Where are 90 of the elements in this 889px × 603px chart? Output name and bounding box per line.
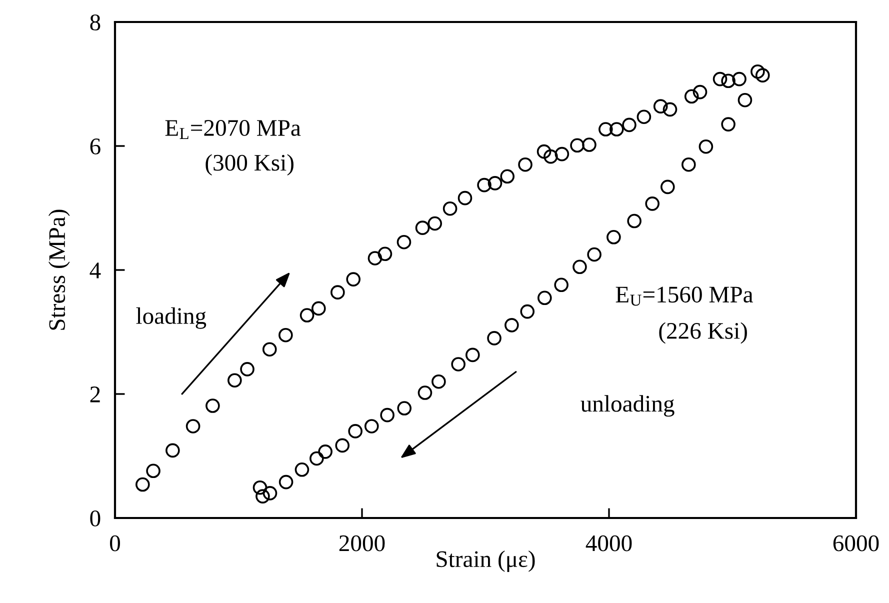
point [330, 285, 345, 300]
point [146, 464, 160, 478]
point [278, 328, 293, 342]
y-tick-label: 0 [90, 510, 100, 526]
point [488, 176, 502, 190]
point [692, 84, 708, 100]
point [554, 278, 568, 292]
point [538, 290, 552, 306]
point [262, 486, 278, 500]
point [698, 139, 714, 154]
point [598, 122, 613, 136]
point [662, 102, 678, 117]
point [136, 477, 150, 492]
point [610, 122, 624, 136]
point [587, 247, 602, 262]
y-tick-label: 2 [90, 386, 100, 402]
point [572, 260, 587, 274]
point [570, 138, 584, 153]
y-axis-title: Stress (MPa) [48, 210, 70, 330]
point [278, 474, 294, 490]
point [682, 157, 696, 172]
point [477, 178, 492, 192]
point [536, 144, 552, 159]
point [518, 157, 532, 172]
point [504, 318, 519, 332]
point [442, 201, 458, 216]
point [256, 489, 270, 504]
y-tick-label: 4 [90, 262, 101, 278]
point [544, 149, 558, 164]
x-tick-label: 0 [110, 535, 120, 552]
point [364, 419, 379, 434]
point [721, 74, 736, 88]
point [240, 362, 254, 376]
x-axis-title: Strain (με) [436, 550, 535, 572]
point [554, 146, 570, 162]
point [738, 92, 752, 108]
point [755, 68, 770, 82]
point [348, 424, 362, 438]
point [418, 386, 432, 400]
point [582, 138, 596, 152]
point [335, 438, 350, 453]
point [636, 110, 652, 124]
point [380, 408, 394, 422]
point [622, 118, 636, 132]
point [252, 480, 268, 495]
point [500, 169, 515, 184]
annotation: (300 Ksi) [206, 154, 294, 176]
point [660, 180, 675, 194]
point [311, 301, 326, 316]
annotation: E$_{U}$=1560 MPa [616, 286, 753, 306]
point [451, 357, 466, 372]
point [346, 272, 361, 286]
point [294, 462, 310, 477]
point [166, 443, 180, 458]
annotation: E$_{L}$=2070 MPa [165, 120, 301, 139]
x-tick-label: 2000 [339, 535, 385, 552]
point [415, 220, 430, 235]
point [318, 444, 332, 459]
point [432, 374, 446, 389]
y-tick-label: 6 [90, 138, 100, 154]
point [228, 373, 242, 388]
point [712, 72, 728, 86]
x-tick-label: 6000 [833, 535, 879, 552]
point [520, 304, 535, 319]
point [428, 216, 442, 231]
x-tick-label: 4000 [586, 535, 632, 552]
point [186, 419, 200, 434]
point [206, 398, 220, 413]
point [466, 348, 480, 362]
y-tick-label: 8 [90, 14, 100, 30]
point [606, 230, 621, 244]
point [397, 401, 412, 416]
point [721, 117, 736, 132]
point [262, 342, 277, 357]
point [378, 246, 392, 262]
annotation: (226 Ksi) [659, 322, 747, 344]
point [396, 234, 412, 250]
point [684, 89, 699, 104]
annotation: loading [136, 307, 206, 329]
point [645, 196, 660, 211]
point [627, 214, 642, 228]
point [487, 331, 502, 346]
point [300, 308, 314, 322]
point [310, 451, 324, 466]
annotation: unloading [580, 395, 674, 417]
point [368, 251, 382, 266]
point [458, 190, 472, 206]
point [750, 64, 765, 79]
point [732, 72, 746, 86]
point [653, 99, 668, 114]
